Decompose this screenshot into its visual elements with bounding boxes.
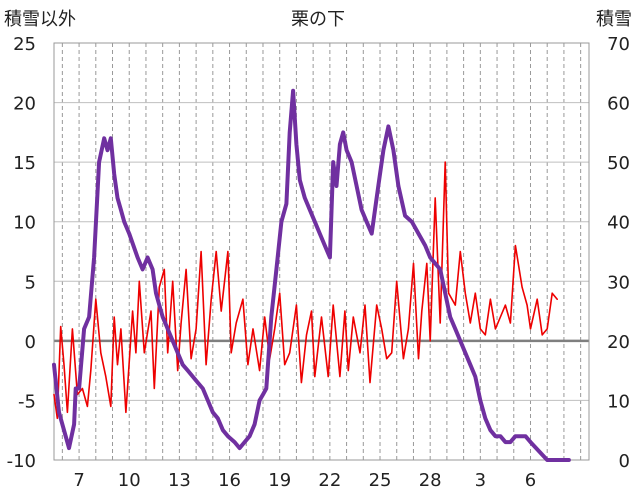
plot-frame [53, 42, 590, 461]
right-tick-label: 60 [607, 94, 630, 115]
right-tick-label: 0 [619, 451, 630, 472]
left-tick-label: 5 [25, 272, 36, 293]
temperature-series-line [53, 161, 559, 420]
left-tick-label: 25 [13, 34, 36, 55]
left-axis-ticks: -10 -5 0 5 10 15 20 25 [7, 34, 36, 472]
right-tick-label: 20 [607, 332, 630, 353]
x-axis-ticks: 7 10 13 16 19 22 25 28 3 6 [73, 470, 536, 491]
x-tick-label: 7 [73, 470, 84, 491]
right-tick-label: 40 [607, 213, 630, 234]
left-tick-label: 15 [13, 153, 36, 174]
snow-depth-series-line [52, 88, 571, 462]
left-tick-label: 20 [13, 94, 36, 115]
left-tick-label: -5 [18, 391, 36, 412]
right-tick-label: 50 [607, 153, 630, 174]
chart-title: 栗の下 [291, 9, 345, 30]
x-tick-label: 19 [268, 470, 291, 491]
x-tick-label: 16 [218, 470, 241, 491]
x-tick-label: 13 [168, 470, 191, 491]
vertical-gridlines [61, 43, 582, 460]
x-tick-label: 10 [118, 470, 141, 491]
right-tick-label: 70 [607, 34, 630, 55]
right-axis-title: 積雪 [596, 9, 632, 30]
left-tick-label: 10 [13, 213, 36, 234]
right-axis-ticks: 0 10 20 30 40 50 60 70 [607, 34, 630, 472]
left-tick-label: -10 [7, 451, 36, 472]
right-tick-label: 30 [607, 272, 630, 293]
series-layer [52, 88, 571, 462]
left-axis-title: 積雪以外 [4, 9, 76, 30]
x-tick-label: 28 [419, 470, 442, 491]
left-tick-label: 0 [25, 332, 36, 353]
x-tick-label: 3 [475, 470, 486, 491]
x-tick-label: 6 [525, 470, 536, 491]
x-tick-label: 25 [369, 470, 392, 491]
horizontal-gridlines [54, 102, 589, 401]
right-tick-label: 10 [607, 391, 630, 412]
x-tick-label: 22 [318, 470, 341, 491]
